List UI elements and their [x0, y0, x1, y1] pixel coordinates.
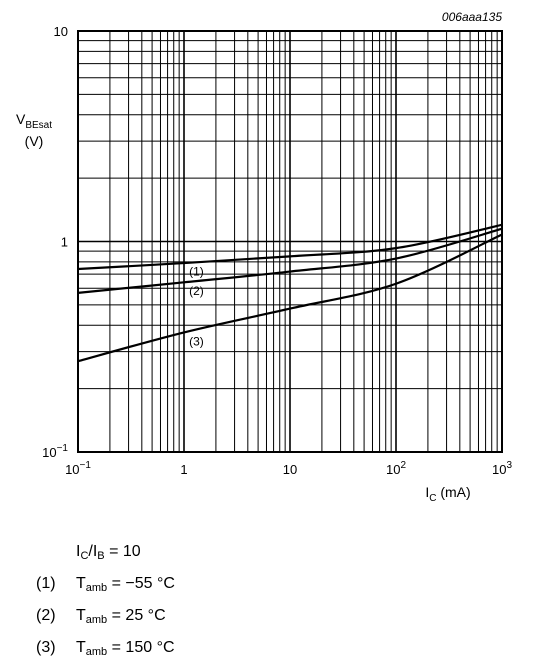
figure-code: 006aaa135 [442, 10, 502, 24]
y-tick-exp: −1 [57, 443, 69, 454]
x-tick-base: 10 [386, 462, 400, 477]
series-label: (2) [189, 284, 204, 298]
condition-symbol-sub: amb [85, 582, 108, 594]
series-line [77, 223, 503, 271]
x-tick-base: 10 [492, 462, 506, 477]
series-line [77, 227, 503, 294]
x-axis-label: IC (mA) [425, 484, 470, 504]
x-axis-label-sub: C [429, 493, 436, 504]
series-line [77, 233, 503, 363]
y-axis-label: VBEsat [16, 111, 52, 131]
condition-item: (1) Tamb = −55 °C [36, 570, 175, 602]
y-tick-base: 10 [42, 445, 56, 460]
grid-lines [78, 31, 502, 452]
condition-symbol-sub: amb [85, 646, 108, 658]
plot-frame [77, 30, 503, 453]
x-tick-exp: 3 [506, 460, 512, 471]
condition-value: = −55 °C [107, 575, 175, 592]
condition-index: (2) [36, 607, 56, 624]
y-axis-label-sub: BEsat [25, 120, 52, 131]
x-tick-label: 1 [180, 462, 187, 477]
condition-item: (3) Tamb = 150 °C [36, 634, 175, 666]
series-label: (3) [189, 335, 204, 349]
y-tick-label: 10 [54, 24, 68, 39]
x-tick-label: 10 [283, 462, 297, 477]
series-label: (1) [189, 264, 204, 278]
y-axis-unit: (V) [25, 133, 44, 149]
condition-index: (3) [36, 639, 56, 656]
series-group: (1) (2) (3) [77, 223, 503, 363]
x-tick-exp: −1 [80, 460, 92, 471]
x-tick-label: 103 [492, 460, 512, 477]
y-axis-label-main: V [16, 111, 26, 127]
ratio-value: = 10 [104, 543, 141, 560]
ratio-condition: IC/IB = 10 [36, 538, 175, 570]
x-axis-label-unit: (mA) [436, 484, 470, 500]
condition-index: (1) [36, 575, 56, 592]
x-axis-label-main: I [425, 484, 429, 500]
condition-symbol: T [76, 607, 86, 624]
condition-value: = 25 °C [107, 607, 166, 624]
ratio-a: I [76, 543, 81, 560]
condition-symbol: T [76, 575, 86, 592]
x-tick-base: 10 [65, 462, 79, 477]
condition-symbol-sub: amb [85, 614, 108, 626]
condition-value: = 150 °C [107, 639, 175, 656]
ratio-slash: /I [88, 543, 98, 560]
x-tick-label: 10−1 [65, 460, 91, 477]
x-tick-label: 102 [386, 460, 406, 477]
ratio-b-sub: B [97, 550, 105, 562]
condition-symbol: T [76, 639, 86, 656]
x-tick-exp: 2 [400, 460, 406, 471]
y-tick-label: 1 [61, 235, 68, 250]
condition-item: (2) Tamb = 25 °C [36, 602, 175, 634]
ratio-a-sub: C [80, 550, 89, 562]
y-tick-label: 10−1 [42, 443, 68, 460]
conditions-legend: IC/IB = 10 (1) Tamb = −55 °C (2) Tamb = 25… [36, 538, 175, 666]
